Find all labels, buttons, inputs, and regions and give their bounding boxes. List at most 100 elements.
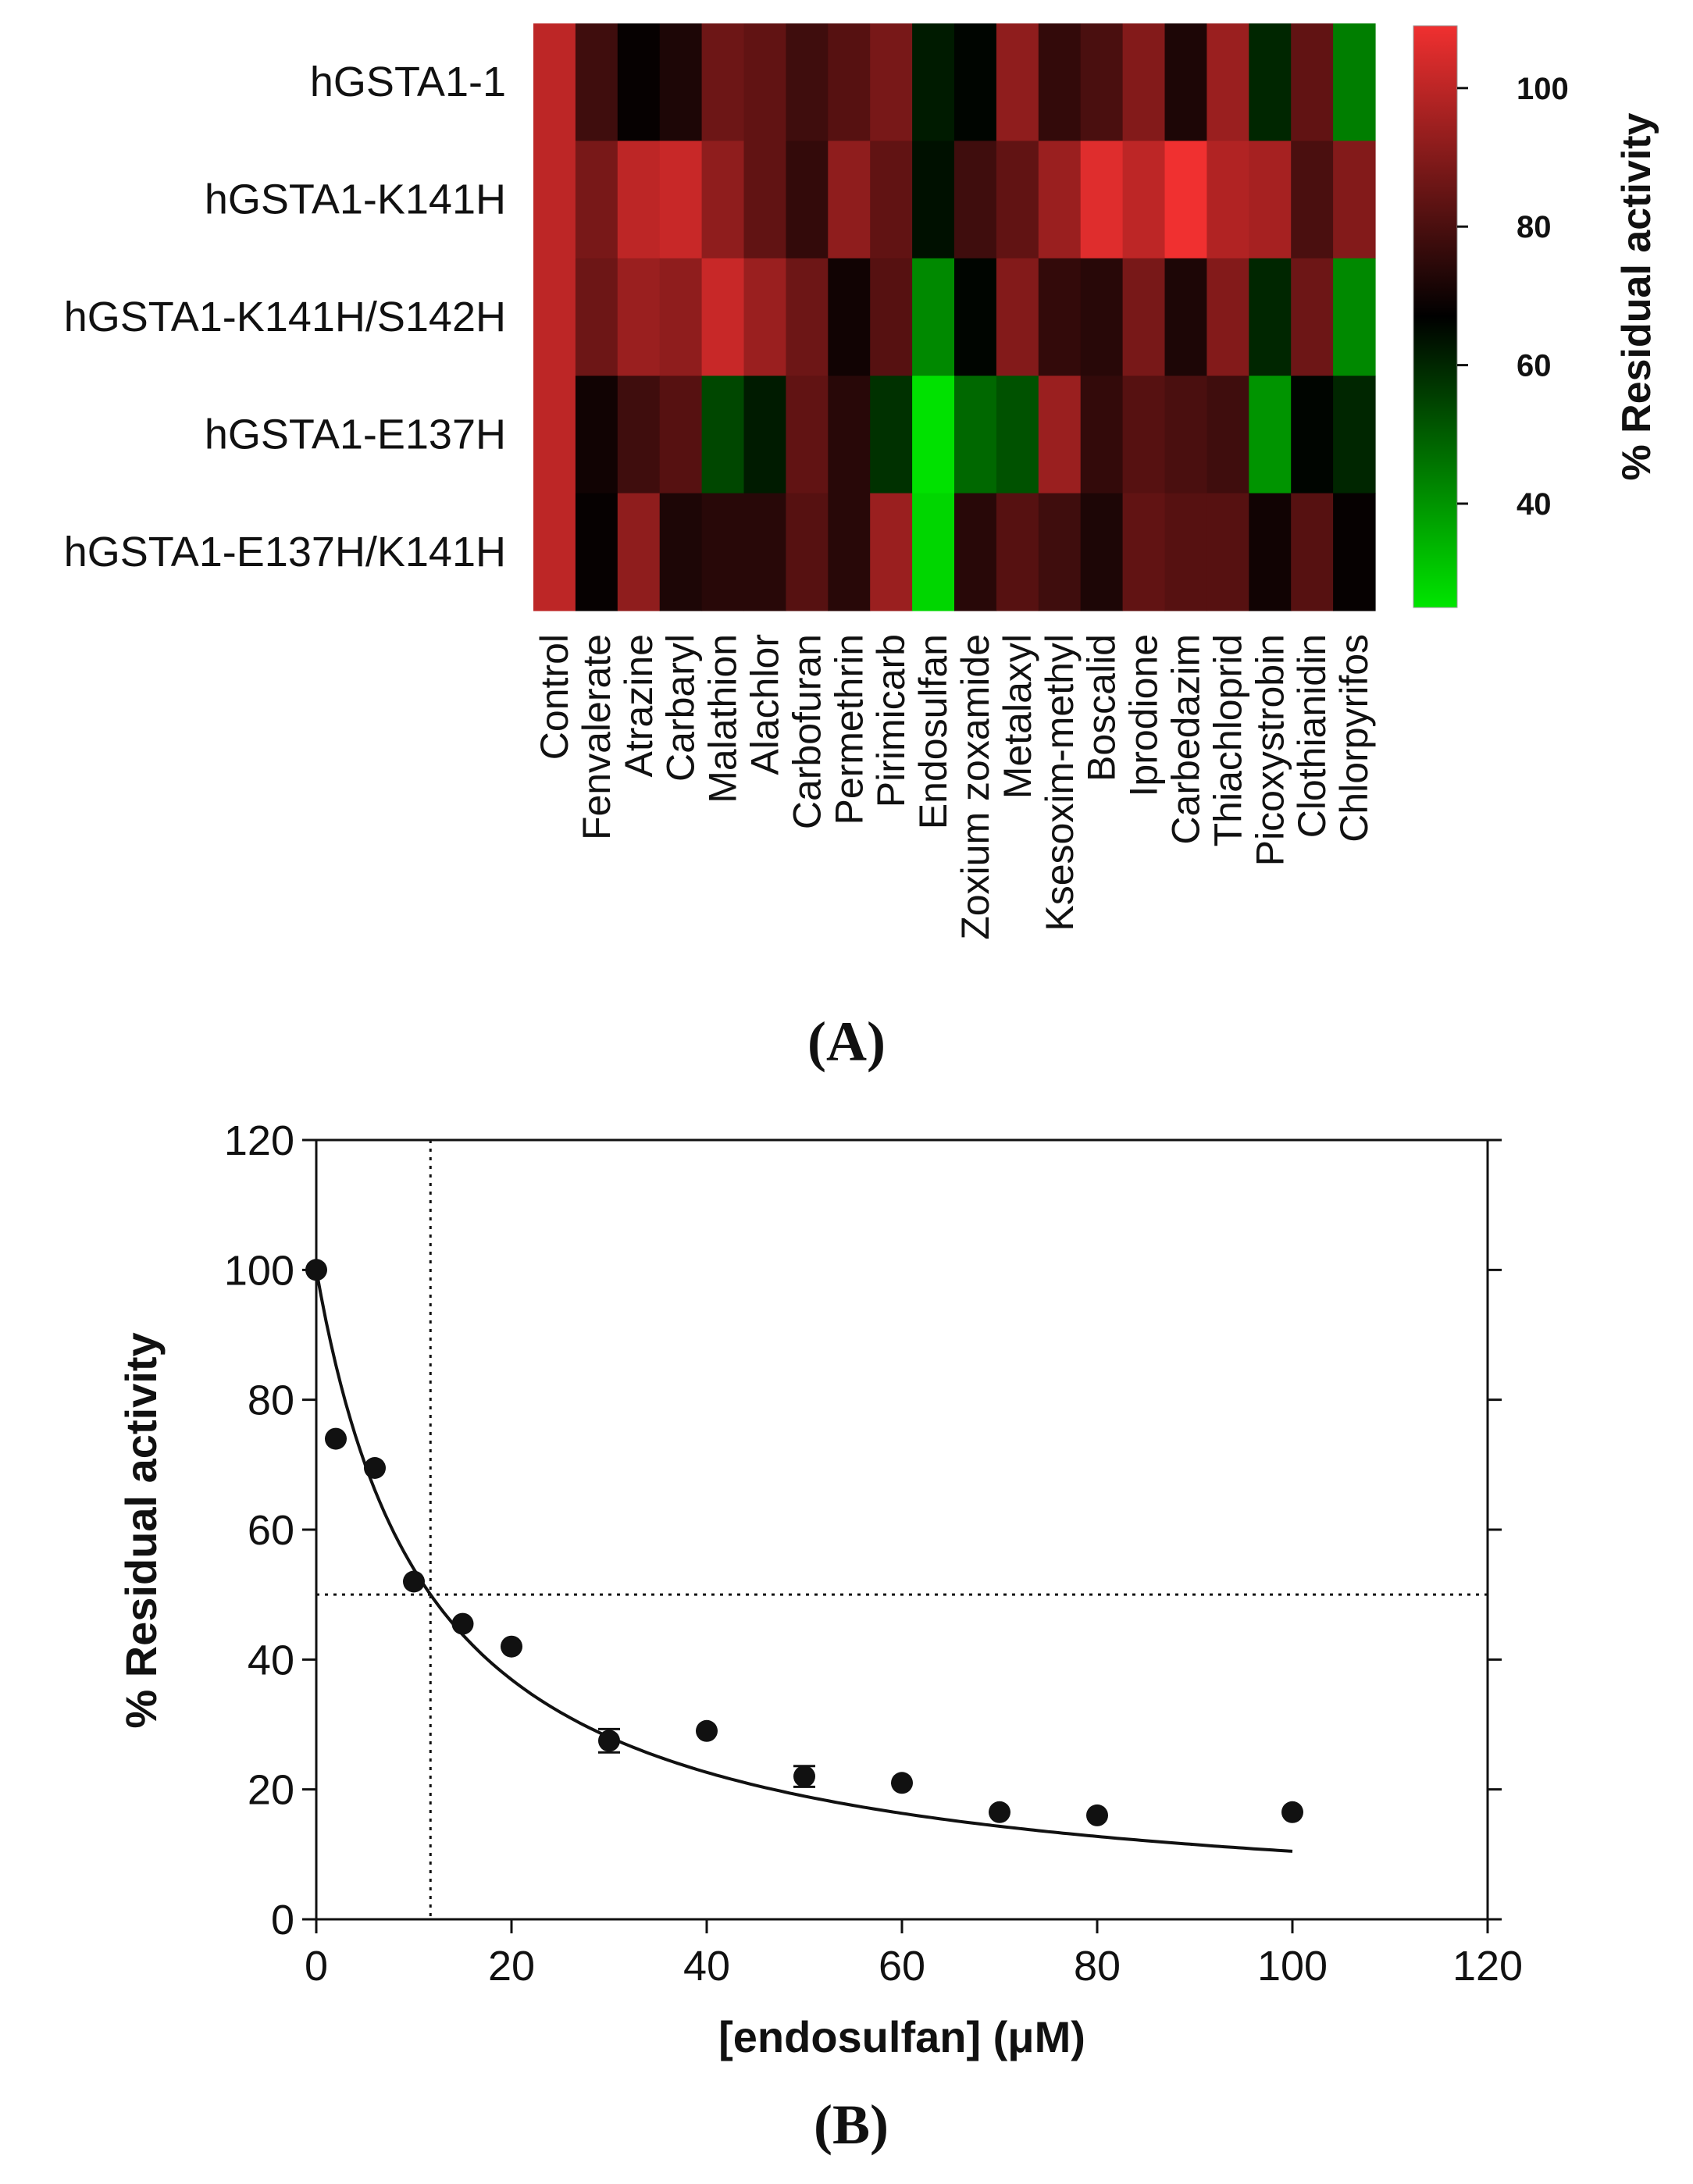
heatmap-cell	[1249, 141, 1292, 259]
heatmap-cell	[996, 23, 1039, 141]
heatmap-cell	[659, 493, 703, 611]
heatmap-column-label: Chlorpyrifos	[1332, 634, 1376, 843]
heatmap-cell	[1206, 258, 1249, 376]
heatmap-cell	[1080, 258, 1124, 376]
heatmap-cell	[996, 258, 1039, 376]
heatmap-cell	[659, 376, 703, 494]
heatmap-cell	[1164, 258, 1207, 376]
heatmap-cell	[1080, 23, 1124, 141]
y-tick-label: 60	[248, 1507, 294, 1554]
heatmap-column-label: Pirimicarb	[869, 634, 913, 807]
heatmap-cell	[954, 258, 997, 376]
heatmap-cells	[533, 23, 1376, 611]
heatmap-cell	[1164, 141, 1207, 259]
heatmap-cell	[1122, 376, 1166, 494]
data-point	[501, 1635, 522, 1658]
heatmap-cell	[659, 141, 703, 259]
y-tick-label: 20	[248, 1767, 294, 1814]
colorbar-tick-label: 80	[1517, 210, 1552, 244]
heatmap-column-label: Permethrin	[827, 634, 871, 825]
heatmap-cell	[786, 258, 829, 376]
heatmap-cell	[828, 23, 871, 141]
heatmap-cell	[1333, 141, 1376, 259]
y-tick-label: 100	[224, 1247, 294, 1294]
colorbar-ticks: 40 60 80 100	[1457, 72, 1569, 522]
heatmap-cell	[1038, 493, 1082, 611]
heatmap-column-label: Fenvalerate	[575, 634, 618, 840]
heatmap-cell	[1164, 493, 1207, 611]
heatmap-cell	[870, 376, 913, 494]
data-points	[305, 1259, 1303, 1826]
data-point	[793, 1765, 815, 1787]
heatmap-column-label: Zoxium zoxamide	[953, 634, 997, 940]
heatmap-row-label: hGSTA1-E137H/K141H	[64, 529, 506, 575]
heatmap-cell	[1249, 23, 1292, 141]
heatmap-cell	[533, 23, 576, 141]
heatmap-column-label: Thiachloprid	[1206, 634, 1249, 846]
heatmap-cell	[912, 493, 955, 611]
heatmap-cell	[1122, 23, 1166, 141]
data-point	[989, 1801, 1010, 1823]
fit-curve	[315, 1269, 1293, 1853]
heatmap-cell	[1206, 23, 1249, 141]
heatmap-cell	[533, 493, 576, 611]
x-tick-label: 20	[488, 1943, 535, 1990]
heatmap-cell	[786, 141, 829, 259]
heatmap-cell	[828, 141, 871, 259]
colorbar-tick-label: 60	[1517, 349, 1552, 383]
data-point	[305, 1259, 327, 1281]
heatmap-cell	[954, 23, 997, 141]
heatmap-cell	[870, 23, 913, 141]
heatmap-cell	[533, 258, 576, 376]
heatmap-cell	[533, 141, 576, 259]
heatmap-cell	[617, 493, 661, 611]
heatmap-cell	[1038, 258, 1082, 376]
heatmap-cell	[828, 493, 871, 611]
heatmap-cell	[996, 376, 1039, 494]
heatmap-cell	[743, 376, 786, 494]
heatmap-cell	[701, 258, 745, 376]
y-tick-label: 80	[248, 1377, 294, 1424]
heatmap-cell	[828, 258, 871, 376]
heatmap-cell	[617, 376, 661, 494]
heatmap-column-label: Carbofuran	[785, 634, 829, 829]
data-point	[696, 1719, 718, 1742]
heatmap-column-label: Malathion	[701, 634, 745, 803]
heatmap-cell	[743, 258, 786, 376]
heatmap-cell	[828, 376, 871, 494]
heatmap-cell	[1333, 258, 1376, 376]
heatmap-column-labels: ControlFenvalerateAtrazineCarbarylMalath…	[533, 634, 1376, 940]
heatmap-cell	[954, 493, 997, 611]
heatmap-cell	[1333, 23, 1376, 141]
x-tick-label: 80	[1074, 1943, 1121, 1990]
colorbar-tick-label: 100	[1517, 72, 1569, 106]
heatmap-row-label: hGSTA1-K141H	[205, 176, 506, 223]
heatmap-cell	[701, 141, 745, 259]
heatmap-cell	[1122, 493, 1166, 611]
heatmap-cell	[870, 141, 913, 259]
heatmap-cell	[1333, 376, 1376, 494]
data-point	[451, 1612, 474, 1635]
heatmap-column-label: Clothianidin	[1290, 634, 1334, 838]
heatmap-cell	[1080, 376, 1124, 494]
heatmap-cell	[617, 141, 661, 259]
heatmap-cell	[659, 23, 703, 141]
heatmap-column-label: Metalaxyl	[996, 634, 1039, 799]
heatmap-cell	[1333, 493, 1376, 611]
heatmap-cell	[575, 141, 618, 259]
y-axis-label: % Residual activity	[116, 1332, 166, 1728]
heatmap-cell	[1038, 23, 1082, 141]
heatmap-cell	[1249, 493, 1292, 611]
heatmap-cell	[575, 258, 618, 376]
heatmap-cell	[912, 23, 955, 141]
heatmap-column-label: Iprodione	[1122, 634, 1166, 797]
x-axis-label: [endosulfan] (μM)	[718, 2012, 1085, 2061]
heatmap-cell	[1291, 141, 1334, 259]
heatmap-cell	[617, 258, 661, 376]
colorbar-gradient	[1413, 25, 1458, 608]
heatmap-cell	[1206, 141, 1249, 259]
data-point	[403, 1570, 425, 1593]
heatmap-cell	[954, 376, 997, 494]
heatmap-cell	[870, 493, 913, 611]
